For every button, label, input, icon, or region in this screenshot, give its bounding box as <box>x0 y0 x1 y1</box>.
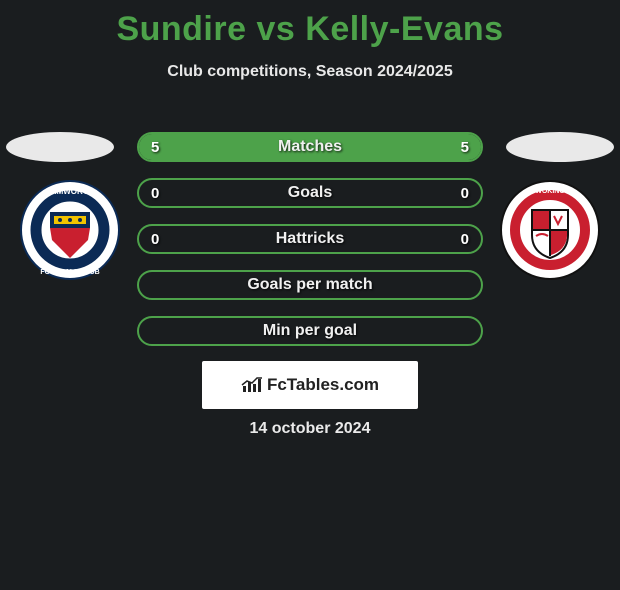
svg-text:FOOTBALL CLUB: FOOTBALL CLUB <box>40 269 99 276</box>
watermark-text: FcTables.com <box>267 375 379 395</box>
watermark: FcTables.com <box>202 361 418 409</box>
stat-value-right: 0 <box>461 231 469 248</box>
stat-label: Goals per match <box>247 276 372 294</box>
player-silhouette-left <box>6 132 114 162</box>
stat-value-right: 0 <box>461 185 469 202</box>
competitor-b: Kelly-Evans <box>305 10 503 48</box>
stat-value-left: 5 <box>151 139 159 156</box>
stat-bar-hattricks: 0 0 Hattricks <box>137 224 483 254</box>
page-title: Sundire vs Kelly-Evans <box>0 10 620 49</box>
svg-text:TAMWORTH: TAMWORTH <box>47 187 94 196</box>
chart-icon <box>241 376 263 394</box>
comparison-bars: 5 5 Matches 0 0 Goals 0 0 Hattricks Goals per mat… <box>137 132 483 362</box>
stat-bar-goals-per-match: Goals per match <box>137 270 483 300</box>
stat-bar-min-per-goal: Min per goal <box>137 316 483 346</box>
stat-label: Hattricks <box>276 230 344 248</box>
stat-value-left: 0 <box>151 185 159 202</box>
vs-word: vs <box>256 10 295 48</box>
date-label: 14 october 2024 <box>0 420 620 438</box>
woking-badge: WOKING <box>500 180 600 280</box>
svg-text:WOKING: WOKING <box>535 188 565 195</box>
stat-label: Matches <box>278 138 342 156</box>
stat-label: Min per goal <box>263 322 357 340</box>
stat-value-right: 5 <box>461 139 469 156</box>
stat-label: Goals <box>288 184 332 202</box>
tamworth-badge: TAMWORTH FOOTBALL CLUB <box>20 180 120 280</box>
woking-badge-icon: WOKING <box>500 180 600 280</box>
player-silhouette-right <box>506 132 614 162</box>
stat-bar-matches: 5 5 Matches <box>137 132 483 162</box>
subtitle: Club competitions, Season 2024/2025 <box>0 63 620 81</box>
stat-value-left: 0 <box>151 231 159 248</box>
tamworth-badge-icon: TAMWORTH FOOTBALL CLUB <box>20 180 120 280</box>
competitor-a: Sundire <box>116 10 246 48</box>
stat-bar-goals: 0 0 Goals <box>137 178 483 208</box>
